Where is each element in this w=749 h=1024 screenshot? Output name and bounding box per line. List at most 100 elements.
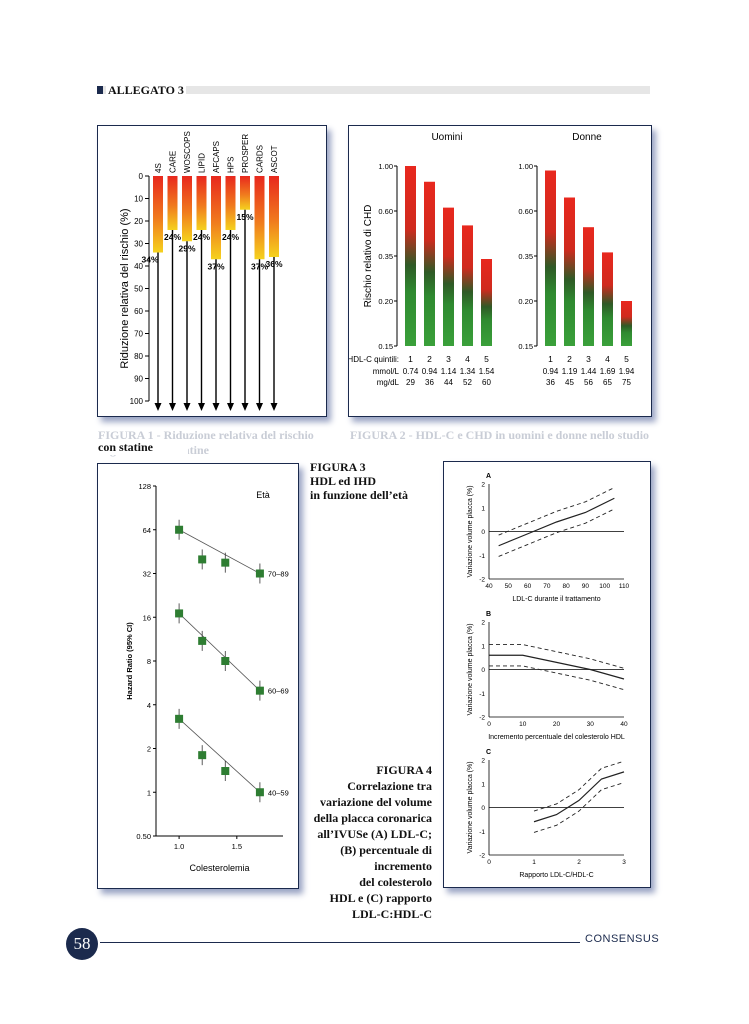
figure1-value-label: 36% — [265, 259, 282, 269]
figure3-fit-line — [178, 613, 261, 691]
figure2-chart: Rischio relativo di CHD Uomini 1.00 0.60 0.3… — [347, 132, 634, 387]
figure2-category-label: 3 — [446, 354, 451, 364]
figure2-category-label: 2 — [427, 354, 432, 364]
figure2-bar — [443, 207, 454, 346]
figure2-ytick-label: 0.20 — [518, 297, 533, 306]
figure2-category-label: 3 — [586, 354, 591, 364]
figure2-category-label: 5 — [484, 354, 489, 364]
figure4-xtick-label: 40 — [620, 721, 628, 728]
figure4-ytick-label: -1 — [479, 829, 485, 836]
figure4-chart: A Variazione volume placca (%) 2 1 0 -1 -2 40 50… — [467, 473, 630, 879]
figure4-ytick-label: 0 — [481, 805, 485, 812]
figure2-ylabel: Rischio relativo di CHD — [363, 205, 374, 308]
figure4-xlabel: Rapporto LDL-C/HDL-C — [519, 872, 593, 879]
figure4-caption-line: FIGURA 4 — [376, 763, 432, 777]
figure1-value-label: 24% — [164, 232, 181, 242]
figure1-arrow-head — [270, 403, 278, 411]
figure4-caption-line: della placca coronarica — [313, 811, 432, 825]
figure4-xtick-label: 40 — [485, 583, 493, 590]
figure3-point — [221, 767, 230, 776]
figure4-xtick-label: 50 — [505, 583, 513, 590]
figure4-xtick-label: 70 — [543, 583, 551, 590]
figure2-caption: FIGURA 2 - HDL-C e CHD in uomini e donne… — [350, 428, 650, 442]
figure4-ci-upper — [498, 487, 615, 536]
figure1-value-label: 29% — [178, 243, 195, 253]
figure1-value-label: 24% — [193, 232, 210, 242]
figure1-caption-line2: con statine — [98, 440, 188, 455]
figure4-xtick-label: 80 — [563, 583, 571, 590]
figure2-mgdl-value: 44 — [444, 378, 453, 387]
figure2-mgdl-value: 29 — [406, 378, 415, 387]
figure4-xtick-label: 30 — [587, 721, 595, 728]
figure2-bar — [424, 181, 435, 346]
figure3-caption-line: HDL ed IHD — [310, 474, 377, 488]
header-bar — [97, 86, 650, 94]
figure1-arrow-head — [183, 403, 191, 411]
figure2-panel: Rischio relativo di CHD Uomini 1.00 0.60 0.3… — [347, 125, 652, 417]
figure4-caption-line: del colesterolo — [359, 875, 432, 889]
figure4-caption-line: incremento — [374, 859, 432, 873]
figure2-mmol-value: 1.14 — [441, 367, 457, 376]
figure3-series-label: 60–69 — [268, 687, 289, 696]
figure4-ytick-label: 1 — [481, 643, 485, 650]
figure1-category-label: AFCAPS — [212, 141, 221, 173]
figure2-bar — [602, 252, 613, 346]
figure1-ytick-label: 100 — [130, 397, 144, 406]
figure2-mgdl-value: 36 — [425, 378, 434, 387]
figure4-caption-line: all’IVUSe (A) LDL-C; — [317, 827, 432, 841]
figure4-xtick-label: 60 — [524, 583, 532, 590]
figure3-series-label: 40–59 — [268, 788, 289, 797]
figure1-arrow-head — [212, 403, 220, 411]
figure4-regression-line — [533, 771, 625, 823]
figure4-panel-letter: A — [486, 473, 491, 480]
figure1-arrow-head — [169, 403, 176, 411]
figure4-ylabel: Variazione volume placca (%) — [467, 761, 474, 853]
figure3-fit-line — [178, 718, 261, 793]
figure3-point — [255, 686, 264, 695]
figure1-ytick-label: 40 — [134, 262, 143, 271]
figure3-panel: Hazard Ratio (95% CI) 128 64 32 16 8 4 2 1 0.50 1.… — [97, 463, 299, 889]
figure4-xtick-label: 2 — [577, 859, 581, 866]
figure2-mgdl-value: 75 — [622, 378, 631, 387]
figure1-bar — [153, 176, 163, 253]
figure3-legend-title: Età — [256, 490, 270, 500]
figure2-series-name: Uomini — [431, 132, 462, 143]
figure2-category-label: 4 — [605, 354, 610, 364]
figure1-bar — [167, 176, 178, 230]
figure1-ytick-label: 30 — [134, 240, 143, 249]
figure2-series-name: Donne — [572, 132, 602, 143]
figure1-value-label: 15% — [236, 212, 253, 222]
figure1-category-label: ASCOT — [270, 145, 279, 173]
figure2-category-label: 1 — [548, 354, 553, 364]
figure4-ytick-label: 2 — [481, 482, 485, 489]
figure2-ytick-label: 1.00 — [378, 162, 393, 171]
figure1-panel: Riduzione relativa del rischio (%) 0 10 20 3… — [97, 125, 327, 417]
figure1-category-label: CARE — [169, 151, 178, 173]
figure3-point — [198, 555, 207, 564]
figure2-mmol-value: 0.74 — [403, 367, 419, 376]
figure2-bar — [564, 197, 575, 346]
figure3-point — [175, 609, 184, 618]
figure2-mmol-value: 1.19 — [562, 367, 578, 376]
figure4-xtick-label: 100 — [599, 583, 610, 590]
figure2-mmol-value: 0.94 — [422, 367, 438, 376]
figure4-xlabel: LDL-C durante il trattamento — [512, 596, 600, 603]
figure4-xtick-label: 90 — [582, 583, 590, 590]
figure3-ylabel: Hazard Ratio (95% CI) — [125, 622, 134, 700]
figure4-ytick-label: -2 — [479, 853, 485, 860]
figure1-ytick-label: 20 — [134, 217, 143, 226]
figure4-ytick-label: 2 — [481, 620, 485, 627]
figure3-point — [221, 657, 230, 665]
figure2-ytick-label: 0.35 — [518, 252, 533, 261]
figure2-category-label: 4 — [465, 354, 470, 364]
figure4-ytick-label: 1 — [481, 505, 485, 512]
figure1-ytick-label: 0 — [139, 172, 144, 181]
figure4-ytick-label: 0 — [481, 667, 485, 674]
footer-label: CONSENSUS — [585, 933, 660, 945]
figure2-mmol-value: 1.44 — [581, 367, 597, 376]
figure4-ytick-label: 2 — [481, 758, 485, 765]
figure4-xtick-label: 0 — [487, 721, 491, 728]
figure2-mmol-value: 1.34 — [460, 367, 476, 376]
figure1-ylabel: Riduzione relativa del rischio (%) — [119, 208, 131, 368]
figure2-ytick-label: 0.60 — [378, 207, 393, 216]
